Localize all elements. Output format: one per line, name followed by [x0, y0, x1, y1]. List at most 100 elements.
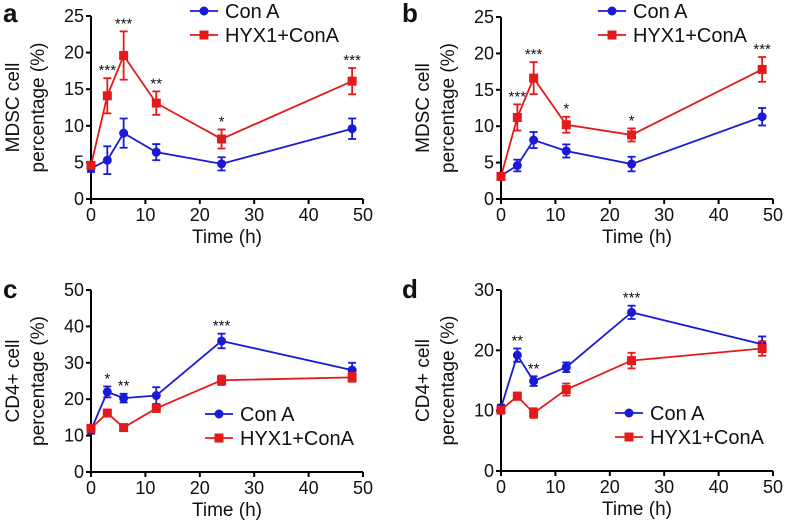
x-tick-label: 50	[353, 478, 373, 498]
y-tick-label: 20	[64, 389, 84, 409]
data-point	[119, 393, 129, 403]
y-tick-label: 15	[64, 79, 84, 99]
data-point	[512, 391, 522, 401]
data-point	[86, 160, 96, 170]
x-tick-label: 40	[709, 477, 729, 497]
x-tick-label: 10	[545, 477, 565, 497]
panel-label: b	[402, 0, 418, 28]
data-point	[347, 124, 357, 134]
legend-marker	[214, 409, 224, 419]
significance-marker: ***	[753, 41, 771, 58]
series-hyx1-cona	[86, 30, 357, 170]
y-tick-label: 0	[74, 189, 84, 209]
y-tick-label: 0	[74, 462, 84, 482]
x-tick-label: 20	[190, 205, 210, 225]
x-tick-label: 20	[600, 205, 620, 225]
panel-a: a 0 10 20 30 40 50 0 5 10 15 20 25 Time (h) MDSC cell p…	[3, 0, 373, 248]
significance-marker: ***	[509, 88, 527, 105]
series-hyx1-cona	[496, 56, 767, 181]
significance-marker: *	[629, 112, 635, 129]
series-line	[90, 53, 353, 166]
y-tick-label: 15	[474, 80, 494, 100]
data-point	[217, 375, 227, 385]
legend-marker	[607, 6, 617, 16]
panel-label: c	[3, 274, 17, 304]
series-hyx1-cona	[496, 340, 767, 419]
y-tick-label: 25	[64, 6, 84, 26]
data-point	[102, 155, 112, 165]
data-point	[347, 372, 357, 382]
data-point	[151, 147, 161, 157]
legend-marker	[624, 432, 634, 442]
legend-marker	[214, 433, 224, 443]
y-axis-label: percentage (%)	[438, 316, 459, 446]
y-tick-label: 5	[74, 152, 84, 172]
significance-marker: ***	[343, 52, 361, 69]
legend-label: Con A	[650, 403, 705, 425]
x-tick-label: 50	[353, 205, 373, 225]
series-line	[90, 339, 353, 431]
data-point	[102, 91, 112, 101]
significance-marker: **	[511, 333, 523, 350]
y-tick-label: 20	[64, 43, 84, 63]
x-tick-label: 30	[654, 477, 674, 497]
y-tick-label: 20	[474, 43, 494, 63]
data-point	[757, 344, 767, 354]
series-con-a	[86, 117, 357, 176]
y-tick-label: 10	[474, 116, 494, 136]
data-point	[561, 120, 571, 130]
significance-marker: **	[528, 360, 540, 377]
y-tick-label: 5	[484, 153, 494, 173]
legend-label: Con A	[225, 1, 280, 23]
data-point	[217, 134, 227, 144]
x-tick-label: 40	[299, 205, 319, 225]
data-point	[561, 146, 571, 156]
legend-marker	[199, 30, 209, 40]
y-tick-label: 10	[474, 401, 494, 421]
y-axis-label: MDSC cell	[3, 63, 24, 153]
data-point	[496, 405, 506, 415]
x-tick-label: 40	[299, 478, 319, 498]
y-tick-label: 0	[484, 461, 494, 481]
x-tick-label: 50	[763, 205, 783, 225]
y-axis-label: CD4+ cell	[413, 339, 434, 422]
x-tick-label: 20	[190, 478, 210, 498]
data-point	[102, 408, 112, 418]
data-point	[627, 159, 637, 169]
x-tick-label: 40	[709, 205, 729, 225]
data-point	[757, 112, 767, 122]
significance-marker: ***	[99, 62, 117, 79]
data-point	[151, 403, 161, 413]
panel-c: c 0 10 20 30 40 50 0 10 20 30 40 50 Time (h) CD4+ cell…	[3, 274, 373, 521]
data-point	[529, 376, 539, 386]
legend-marker	[199, 6, 209, 16]
x-axis-label: Time (h)	[192, 500, 262, 521]
panel-b: b 0 10 20 30 40 50 0 5 10 15 20 25 Time (h) MDSC cell p…	[402, 0, 783, 248]
series-line	[500, 311, 763, 408]
legend-label: HYX1+ConA	[633, 25, 748, 47]
data-point	[529, 73, 539, 83]
data-point	[529, 135, 539, 145]
significance-marker: ***	[115, 15, 133, 32]
x-tick-label: 0	[86, 478, 96, 498]
x-axis-label: Time (h)	[192, 227, 262, 248]
x-tick-label: 30	[244, 205, 264, 225]
y-tick-label: 50	[64, 280, 84, 300]
data-point	[86, 423, 96, 433]
legend-label: HYX1+ConA	[650, 427, 765, 449]
x-axis-label: Time (h)	[602, 227, 672, 248]
y-axis-label: MDSC cell	[413, 63, 434, 153]
x-tick-label: 10	[545, 205, 565, 225]
y-tick-label: 10	[64, 426, 84, 446]
x-tick-label: 10	[135, 205, 155, 225]
data-point	[512, 350, 522, 360]
series-line	[500, 68, 763, 177]
data-point	[627, 307, 637, 317]
legend-marker	[607, 30, 617, 40]
panel-label: d	[402, 274, 418, 304]
legend-label: Con A	[240, 404, 295, 426]
y-tick-label: 40	[64, 316, 84, 336]
